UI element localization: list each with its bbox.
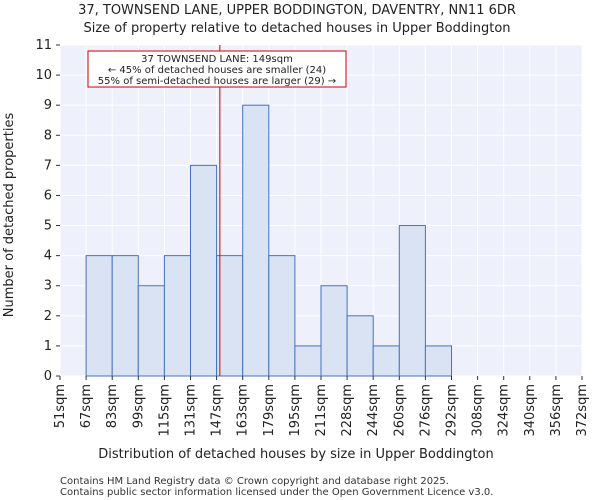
- y-axis-label: Number of detached properties: [2, 113, 17, 318]
- bar-179sqm: [268, 255, 296, 377]
- y-tick-label: 7: [44, 158, 52, 173]
- x-tick-label: 99sqm: [131, 384, 146, 428]
- chart-title-line2: Size of property relative to detached ho…: [83, 21, 510, 36]
- x-tick-label: 292sqm: [445, 384, 460, 437]
- x-tick-label: 340sqm: [523, 384, 538, 437]
- x-tick-label: 131sqm: [184, 384, 199, 437]
- bar-131sqm: [190, 164, 218, 377]
- x-tick-label: 147sqm: [210, 384, 225, 437]
- y-tick-label: 5: [44, 219, 52, 234]
- y-tick-label: 6: [44, 188, 52, 203]
- y-tick-label: 10: [35, 68, 52, 83]
- bar-147sqm: [216, 255, 244, 377]
- x-tick-label: 211sqm: [314, 384, 329, 437]
- bar-99sqm: [137, 285, 165, 377]
- x-tick-label: 260sqm: [392, 384, 407, 437]
- x-tick-label: 83sqm: [105, 384, 120, 428]
- y-tick-label: 8: [44, 128, 52, 143]
- annotation-line3: 55% of semi-detached houses are larger (…: [98, 76, 336, 87]
- bar-276sqm: [424, 345, 452, 377]
- y-tick-label: 2: [44, 309, 52, 324]
- bar-83sqm: [111, 255, 139, 377]
- bar-195sqm: [294, 345, 322, 377]
- x-tick-label: 228sqm: [340, 384, 355, 437]
- annotation-line2: ← 45% of detached houses are smaller (24…: [108, 65, 326, 76]
- y-tick-label: 3: [44, 279, 52, 294]
- bar-260sqm: [398, 225, 426, 377]
- y-tick-label: 4: [44, 249, 52, 264]
- x-tick-label: 179sqm: [262, 384, 277, 437]
- x-tick-label: 324sqm: [497, 384, 512, 437]
- y-tick-label: 0: [44, 369, 52, 384]
- x-tick-label: 163sqm: [236, 384, 251, 437]
- x-tick-label: 115sqm: [157, 384, 172, 437]
- bar-115sqm: [163, 255, 191, 377]
- y-tick-label: 1: [44, 339, 52, 354]
- bars: [85, 104, 452, 377]
- x-axis-ticks: 51sqm 67sqm 83sqm 99sqm 115sqm 131sqm 147sqm 16…: [53, 376, 590, 437]
- x-tick-label: 276sqm: [418, 384, 433, 437]
- bar-228sqm: [346, 315, 374, 377]
- y-tick-label: 11: [35, 38, 52, 53]
- bar-211sqm: [320, 285, 348, 377]
- chart-title-line1: 37, TOWNSEND LANE, UPPER BODDINGTON, DAV…: [78, 3, 516, 18]
- annotation-line1: 37 TOWNSEND LANE: 149sqm: [141, 54, 293, 65]
- x-axis-label: Distribution of detached houses by size …: [98, 447, 494, 462]
- footer-line2: Contains public sector information licen…: [60, 487, 493, 498]
- y-axis-ticks: 0 1 2 3 4 5 6 7 8 9 10 11: [35, 38, 60, 384]
- annotation-box: 37 TOWNSEND LANE: 149sqm ← 45% of detach…: [87, 50, 347, 88]
- x-tick-label: 51sqm: [53, 384, 68, 428]
- bar-163sqm: [242, 104, 270, 377]
- x-tick-label: 195sqm: [288, 384, 303, 437]
- annotation-frame: [87, 50, 347, 88]
- footer-line1: Contains HM Land Registry data © Crown c…: [60, 476, 449, 487]
- bar-244sqm: [372, 345, 400, 377]
- bar-67sqm: [85, 255, 113, 377]
- x-tick-label: 356sqm: [549, 384, 564, 437]
- x-tick-label: 308sqm: [471, 384, 486, 437]
- y-tick-label: 9: [44, 98, 52, 113]
- x-tick-label: 67sqm: [79, 384, 94, 428]
- x-tick-label: 372sqm: [575, 384, 590, 437]
- x-tick-label: 244sqm: [366, 384, 381, 437]
